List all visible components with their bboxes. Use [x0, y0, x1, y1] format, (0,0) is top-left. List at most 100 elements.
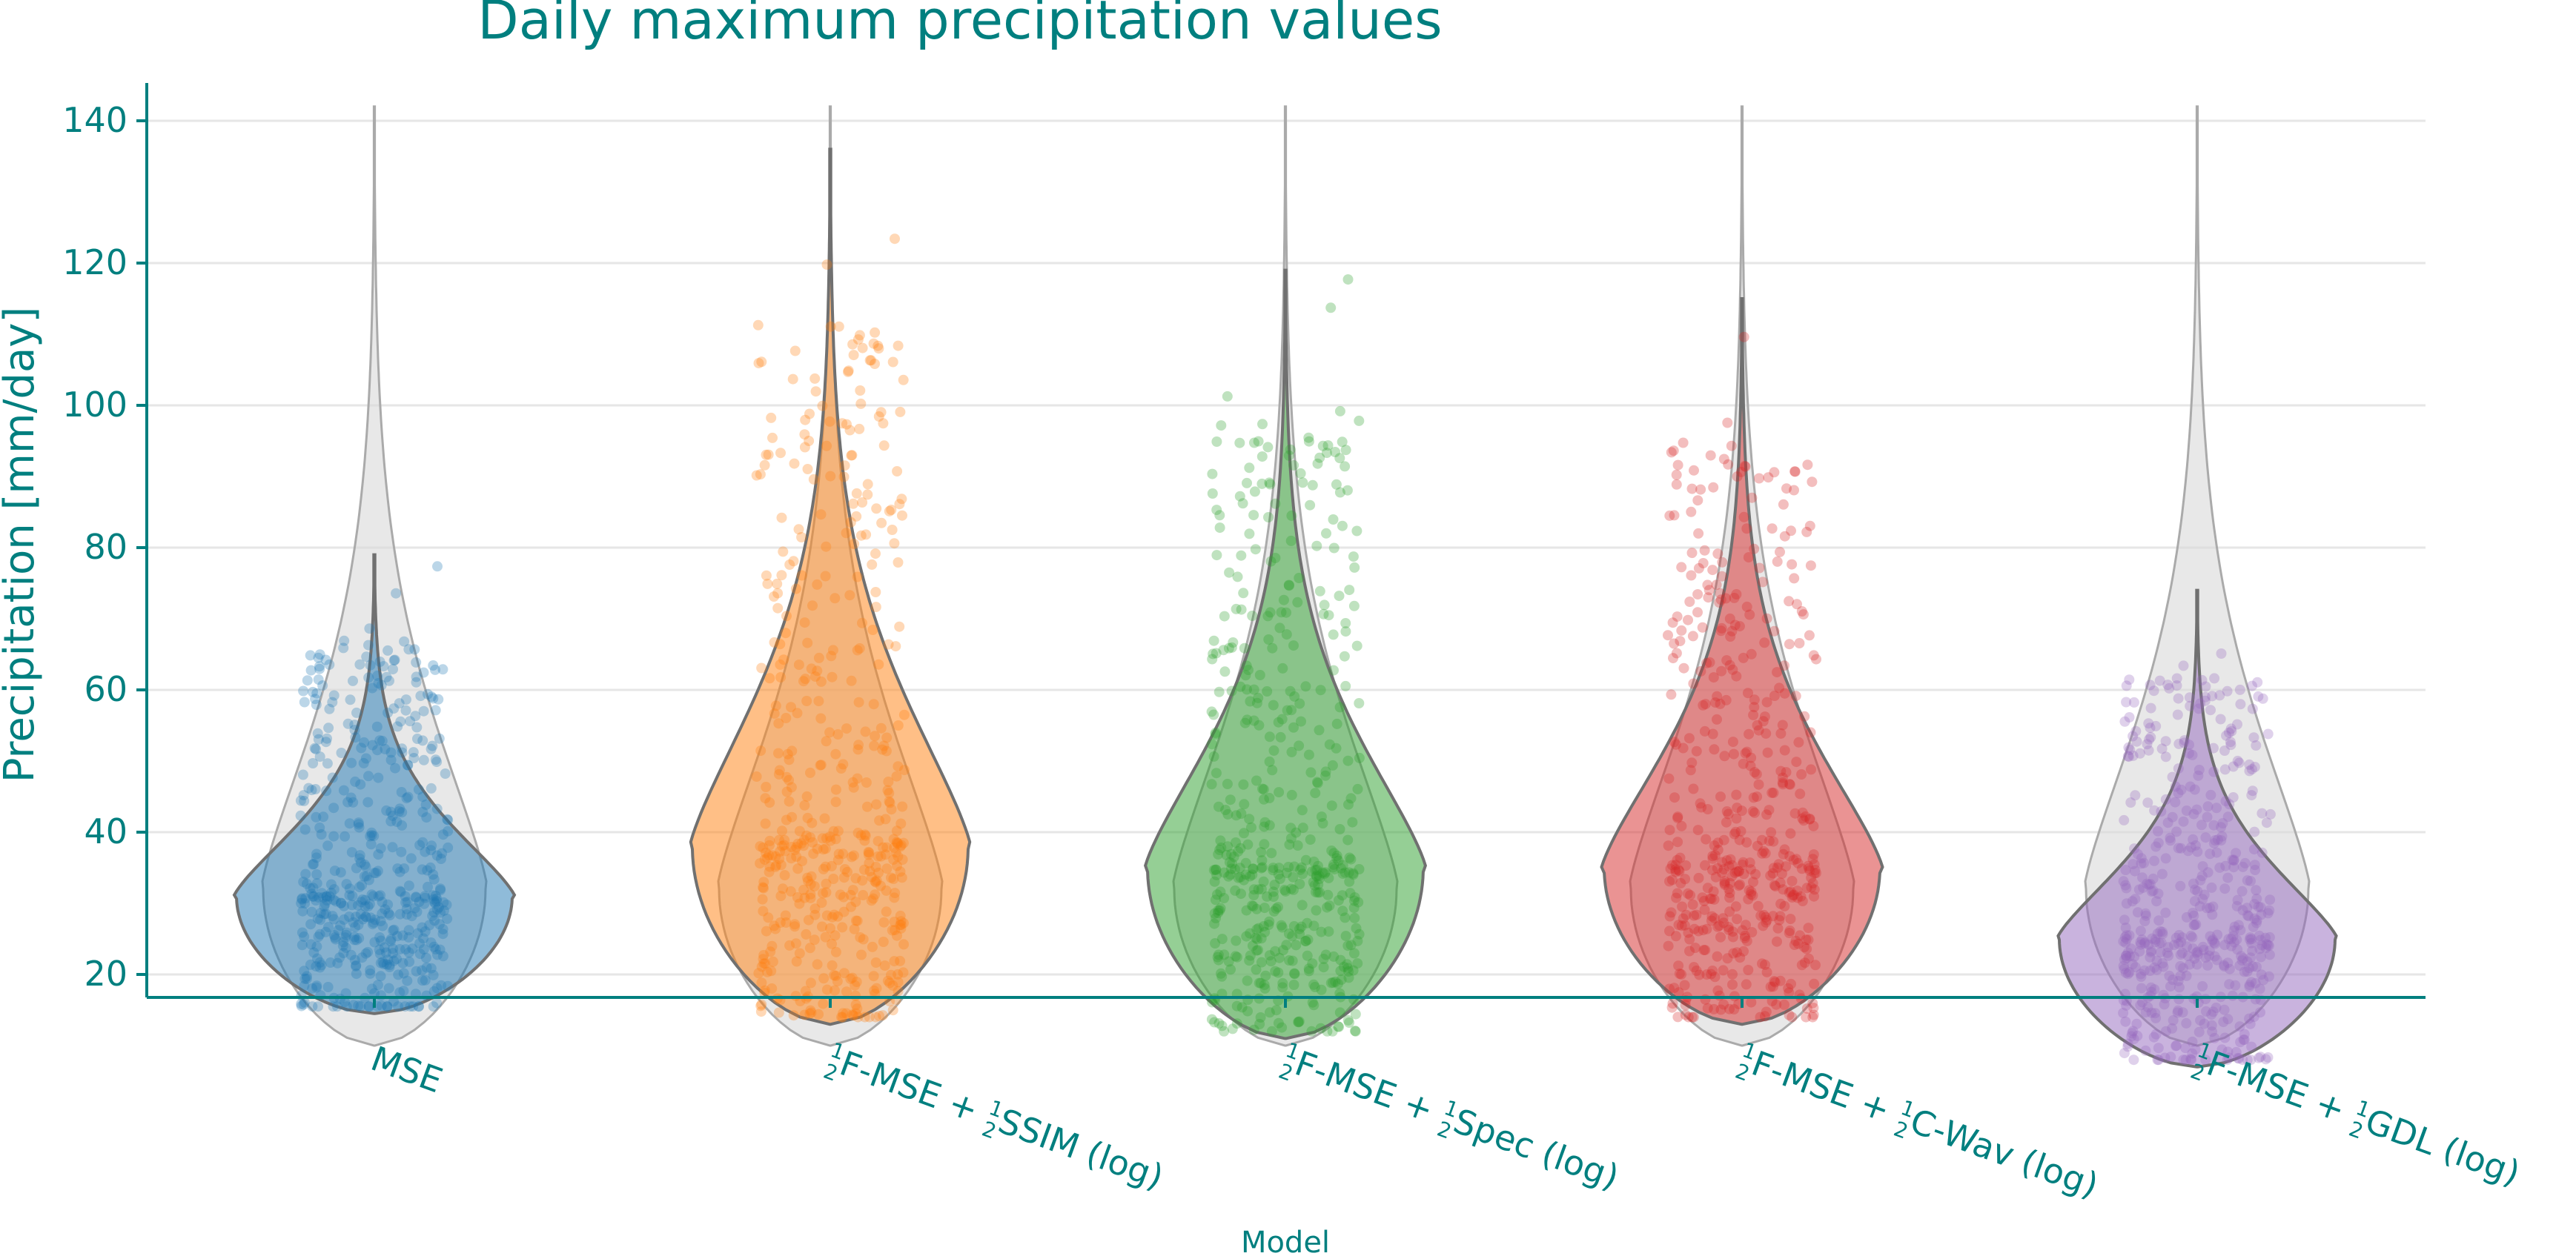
data-point: [1285, 883, 1297, 894]
data-point: [308, 758, 319, 768]
data-point: [1672, 837, 1683, 848]
data-point: [365, 660, 376, 671]
data-point: [841, 1008, 852, 1019]
data-point: [2262, 728, 2274, 740]
data-point: [878, 418, 889, 429]
data-point: [405, 716, 416, 727]
data-point: [1726, 440, 1737, 451]
data-point: [2250, 977, 2261, 989]
data-point: [762, 852, 773, 863]
data-point: [2205, 789, 2216, 800]
data-point: [805, 879, 816, 890]
data-point: [1319, 599, 1330, 611]
data-point: [1342, 1014, 1354, 1026]
data-point: [1244, 955, 1255, 966]
data-point: [830, 593, 841, 604]
data-point: [1701, 657, 1712, 668]
data-point: [1314, 725, 1325, 736]
data-point: [1274, 952, 1285, 963]
data-point: [1354, 929, 1365, 940]
data-point: [1775, 975, 1786, 986]
data-point: [357, 914, 368, 925]
data-point: [1256, 855, 1268, 866]
data-point: [1739, 932, 1750, 943]
data-point: [2255, 934, 2266, 946]
data-point: [1796, 606, 1807, 617]
data-point: [2232, 755, 2243, 766]
data-point: [1673, 987, 1684, 998]
data-point: [299, 824, 311, 835]
data-point: [1746, 889, 1756, 900]
y-tick-label: 20: [84, 954, 128, 994]
data-point: [838, 872, 850, 883]
data-point: [881, 906, 892, 917]
data-point: [800, 986, 811, 997]
data-point: [1268, 891, 1279, 902]
data-point: [1769, 625, 1780, 637]
x-axis-label: Model: [1241, 1226, 1330, 1259]
data-point: [1738, 758, 1749, 769]
data-point: [1254, 670, 1265, 680]
data-point: [2176, 947, 2188, 958]
data-point: [841, 419, 852, 430]
data-point: [1343, 972, 1354, 983]
data-point: [2145, 947, 2156, 958]
data-point: [437, 664, 448, 675]
data-point: [2136, 858, 2147, 869]
data-point: [2118, 936, 2129, 947]
data-point: [2239, 1034, 2250, 1046]
data-point: [2236, 886, 2248, 897]
data-point: [385, 936, 396, 947]
data-point: [767, 432, 778, 443]
data-point: [1767, 981, 1778, 992]
data-point: [308, 947, 319, 958]
data-point: [2130, 725, 2142, 737]
data-point: [1292, 597, 1303, 608]
data-point: [1712, 951, 1723, 962]
data-point: [755, 1006, 766, 1017]
data-point: [436, 854, 446, 864]
data-point: [2121, 697, 2132, 708]
data-point: [1300, 854, 1311, 866]
data-point: [363, 672, 374, 683]
data-point: [1208, 865, 1219, 876]
data-point: [1792, 857, 1804, 868]
data-point: [339, 900, 349, 911]
model-violin-layer: [232, 147, 2338, 1069]
data-point: [1243, 665, 1254, 676]
data-point: [784, 559, 795, 570]
data-point: [309, 743, 320, 754]
data-point: [1267, 642, 1278, 654]
data-point: [1284, 839, 1295, 850]
data-point: [1233, 872, 1244, 883]
data-point: [400, 1001, 411, 1012]
data-point: [359, 871, 370, 882]
data-point: [2208, 838, 2219, 849]
data-point: [1340, 680, 1351, 691]
model-violin: [1600, 297, 1884, 1026]
data-point: [412, 928, 423, 939]
data-point: [2159, 1052, 2171, 1063]
data-point: [761, 926, 772, 937]
data-point: [349, 954, 360, 966]
data-point: [1693, 872, 1704, 883]
data-point: [789, 345, 801, 356]
data-point: [425, 862, 436, 873]
data-point: [2220, 796, 2231, 807]
data-point: [1757, 958, 1767, 969]
data-point: [866, 871, 877, 883]
data-point: [429, 915, 440, 926]
data-point: [2204, 945, 2215, 956]
data-point: [2251, 885, 2262, 896]
data-point: [2199, 889, 2210, 900]
data-point: [1303, 436, 1314, 447]
data-point: [404, 956, 415, 967]
data-point: [1772, 556, 1783, 567]
data-point: [1324, 900, 1335, 911]
data-point: [329, 932, 340, 943]
data-point: [411, 657, 422, 668]
data-point: [789, 919, 801, 930]
data-point: [2262, 908, 2274, 919]
data-point: [773, 748, 784, 759]
data-point: [430, 664, 440, 675]
